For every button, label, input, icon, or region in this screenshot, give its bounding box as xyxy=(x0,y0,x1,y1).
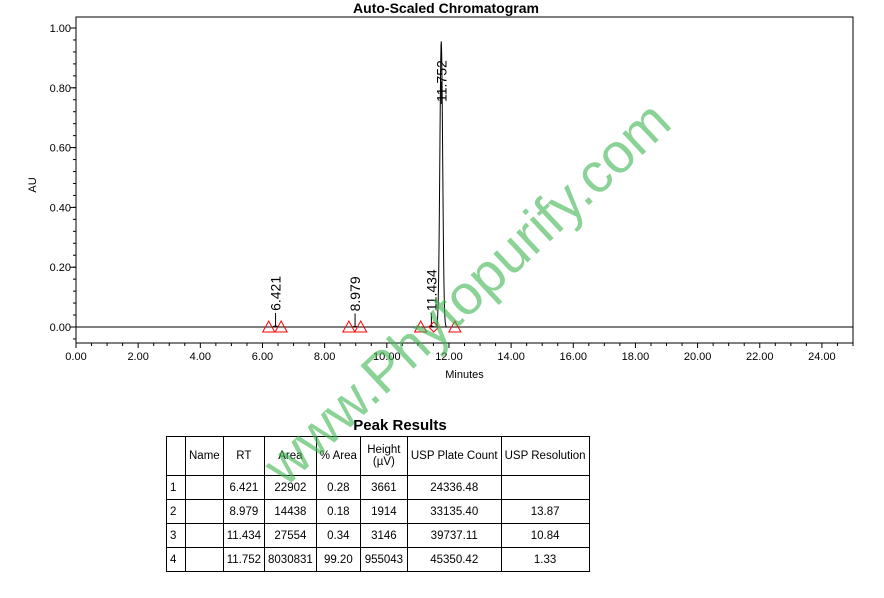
table-row: 4 11.752 8030831 99.20 955043 45350.42 1.33 xyxy=(166,547,590,572)
column-header: USP Plate Count xyxy=(406,436,502,476)
peak-label: 11.752 xyxy=(433,60,449,102)
x-tick-label: 20.00 xyxy=(684,351,712,363)
peak-label: 6.421 xyxy=(268,276,284,311)
y-tick-label: 0.00 xyxy=(50,322,71,334)
column-header: Name xyxy=(185,436,224,476)
x-tick-label: 16.00 xyxy=(560,351,588,363)
x-tick-label: 12.00 xyxy=(435,351,463,363)
table-cell: 24336.48 xyxy=(406,475,502,500)
table-cell: 27554 xyxy=(264,523,317,548)
chromatogram-plot: 0.00 2.00 4.00 6.00 8.00 10.00 12.00 14.00 16.00… xyxy=(27,16,854,381)
x-tick-label: 22.00 xyxy=(746,351,774,363)
peak-boundary-diamond xyxy=(428,321,440,333)
table-header-row: Name RT Area% Area Height (µV) USP Plate Cou… xyxy=(166,436,590,476)
x-tick-label: 24.00 xyxy=(808,351,836,363)
column-header: Area xyxy=(264,436,317,476)
y-tick-label: 0.60 xyxy=(50,143,71,155)
peak-boundary-triangle xyxy=(448,319,462,333)
x-tick-label: 8.00 xyxy=(314,351,335,363)
peak-boundary-triangle xyxy=(274,319,288,333)
table-cell: 0.34 xyxy=(315,523,361,548)
table-cell xyxy=(185,523,224,548)
column-header: % Area xyxy=(315,436,361,476)
table-cell: 8.979 xyxy=(222,499,266,524)
table-cell: 4 xyxy=(166,547,186,572)
table-cell: 14438 xyxy=(264,499,317,524)
peak-boundary-triangle xyxy=(342,319,356,333)
column-header: USP Resolution xyxy=(500,436,590,476)
y-tick-label: 0.80 xyxy=(50,83,71,95)
table-cell: 2 xyxy=(166,499,186,524)
peak-boundary-triangle xyxy=(353,319,368,333)
table-cell: 6.421 xyxy=(222,475,266,500)
peak-results-table: Name RT Area% Area Height (µV) USP Plate Cou… xyxy=(166,436,590,572)
table-cell: 3 xyxy=(166,523,186,548)
table-cell: 10.84 xyxy=(500,523,590,548)
x-tick-label: 6.00 xyxy=(252,351,273,363)
table-cell: 0.28 xyxy=(315,475,361,500)
table-cell xyxy=(185,499,224,524)
table-cell: 955043 xyxy=(359,547,408,572)
x-tick-label: 0.00 xyxy=(65,351,86,363)
column-header: RT xyxy=(222,436,266,476)
table-cell: 8030831 xyxy=(264,547,317,572)
table-cell: 39737.11 xyxy=(406,523,502,548)
table-cell xyxy=(500,475,590,500)
peak-label: 8.979 xyxy=(347,276,363,311)
y-tick-label: 0.40 xyxy=(50,202,71,214)
column-header xyxy=(166,436,186,476)
table-row: 2 8.979 14438 0.18 1914 33135.40 13.87 xyxy=(166,499,590,524)
table-row: 3 11.434 27554 0.34 3146 39737.11 10.84 xyxy=(166,523,590,548)
table-cell: 3146 xyxy=(359,523,408,548)
table-cell: 99.20 xyxy=(315,547,361,572)
peak-results-title: Peak Results xyxy=(353,417,447,434)
x-tick-label: 14.00 xyxy=(497,351,525,363)
table-cell xyxy=(185,475,224,500)
x-tick-label: 4.00 xyxy=(190,351,211,363)
peak-label: 11.434 xyxy=(423,269,439,311)
peak-boundary-triangle xyxy=(261,319,276,333)
chromatogram-trace xyxy=(76,41,853,328)
table-cell: 33135.40 xyxy=(406,499,502,524)
table-cell: 1914 xyxy=(359,499,408,524)
y-tick-label: 0.20 xyxy=(50,262,71,274)
table-cell: 22902 xyxy=(264,475,317,500)
column-header: Height (µV) xyxy=(359,436,408,476)
table-cell: 11.752 xyxy=(222,547,266,572)
table-row: 1 6.421 22902 0.28 3661 24336.48 xyxy=(166,475,590,500)
table-cell xyxy=(185,547,224,572)
x-tick-label: 18.00 xyxy=(622,351,650,363)
table-cell: 45350.42 xyxy=(406,547,502,572)
table-cell: 13.87 xyxy=(500,499,590,524)
y-tick-label: 1.00 xyxy=(50,23,71,35)
table-cell: 3661 xyxy=(359,475,408,500)
table-cell: 1 xyxy=(166,475,186,500)
table-cell: 0.18 xyxy=(315,499,361,524)
peak-boundary-triangle xyxy=(413,319,428,333)
x-tick-label: 10.00 xyxy=(373,351,401,363)
table-cell: 1.33 xyxy=(500,547,590,572)
plot-frame xyxy=(75,16,854,344)
chart-title: Auto-Scaled Chromatogram xyxy=(353,0,539,16)
x-axis-label: Minutes xyxy=(445,369,484,381)
y-axis-label: AU xyxy=(27,177,39,192)
table-cell: 11.434 xyxy=(222,523,266,548)
x-tick-label: 2.00 xyxy=(127,351,148,363)
